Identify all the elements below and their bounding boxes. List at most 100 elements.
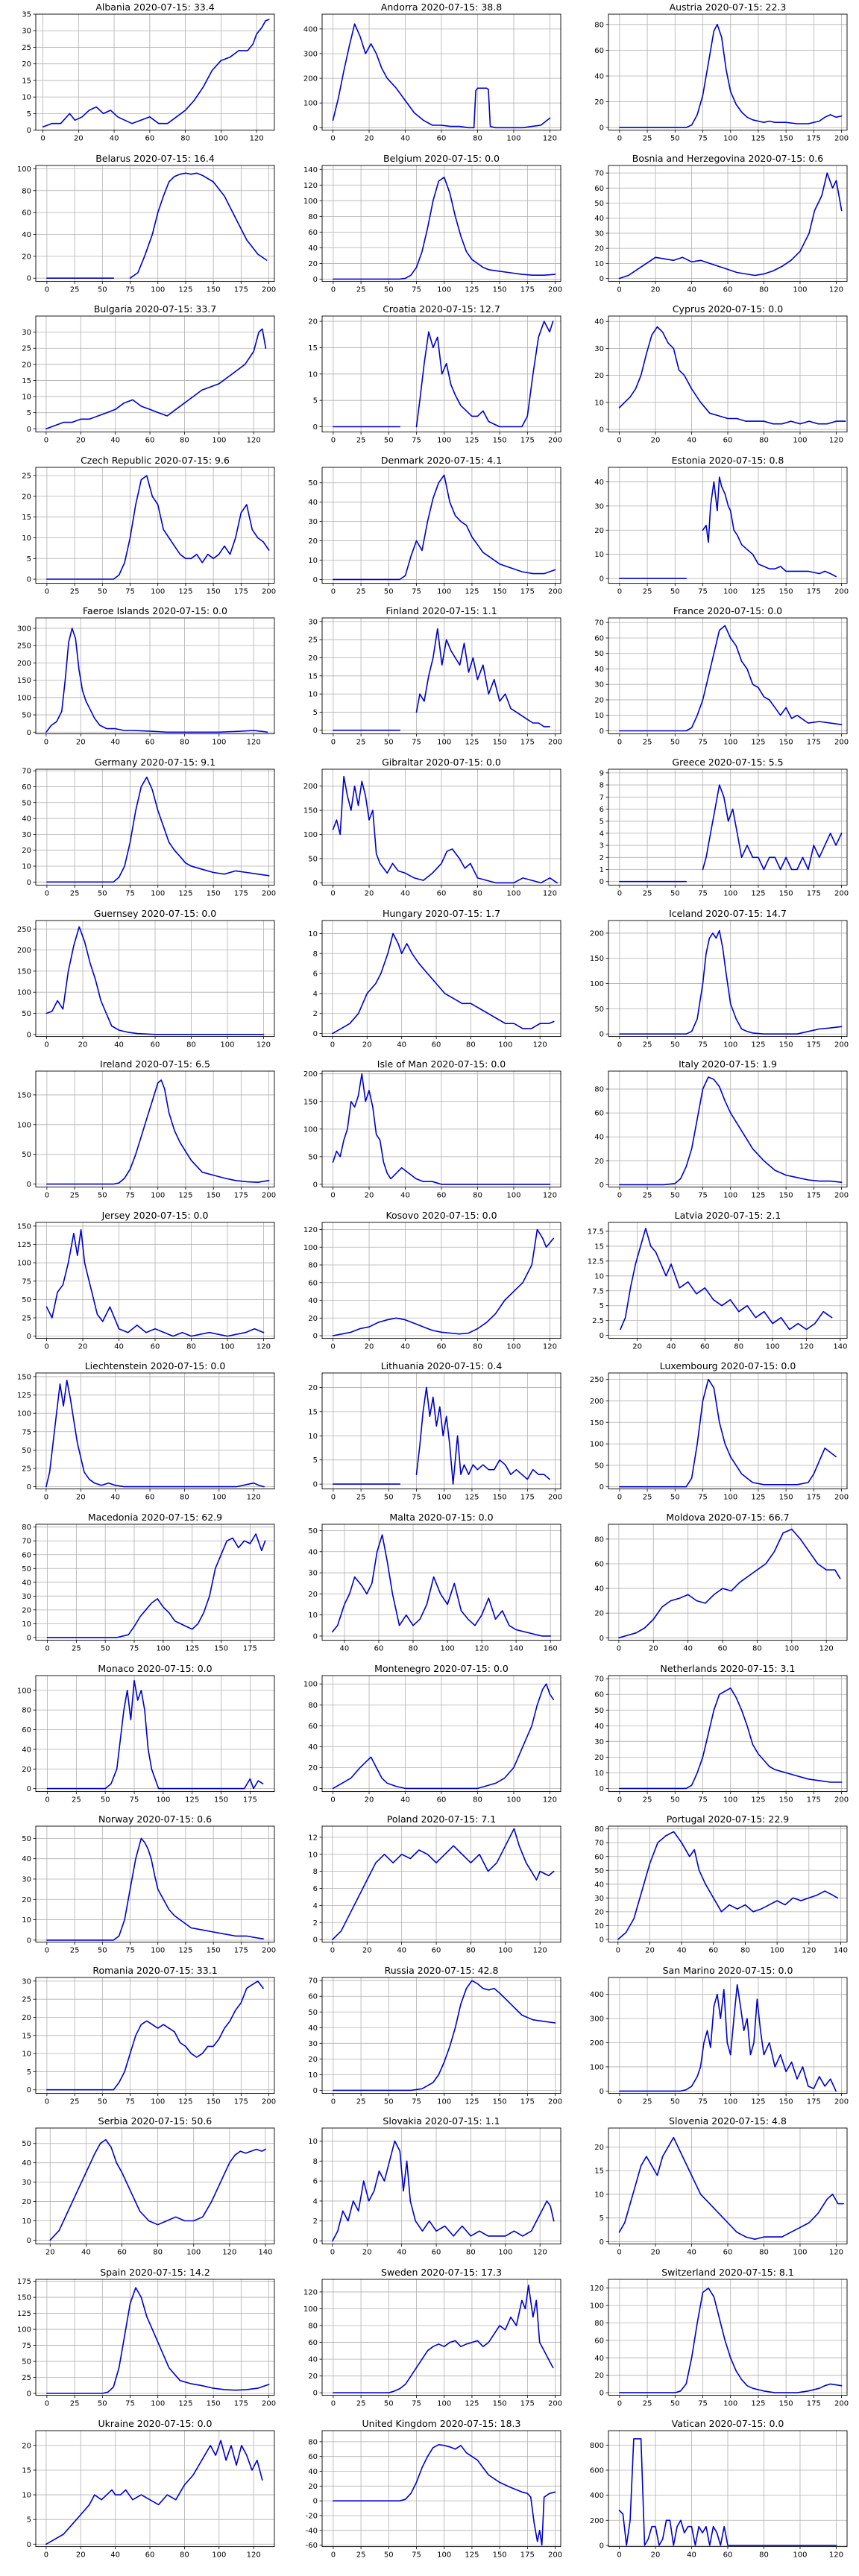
y-tick-label: 400 bbox=[590, 1991, 604, 1999]
chart-svg: 0 25 50 75 100 125 150 175 200 0 5 10 15 20 Lithuania … bbox=[308, 1360, 562, 1502]
y-tick-label: 150 bbox=[590, 955, 604, 963]
x-tick-label: 25 bbox=[643, 135, 652, 143]
plot-frame bbox=[608, 467, 848, 584]
series-line bbox=[620, 1227, 833, 1330]
series-line bbox=[46, 475, 270, 580]
chart-title: Bulgaria 2020-07-15: 33.7 bbox=[94, 303, 216, 315]
series-line bbox=[617, 1831, 839, 1940]
chart-panel: 0 20 40 60 80 100 120 0 50 100 150 200 Isle of Man 2… bbox=[286, 1057, 573, 1208]
x-tick-label: 200 bbox=[834, 1796, 849, 1804]
y-tick-label: 150 bbox=[17, 677, 31, 685]
y-tick-label: -40 bbox=[306, 2527, 318, 2535]
y-tick-label: 400 bbox=[590, 2492, 604, 2500]
y-tick-label: 5 bbox=[313, 1457, 318, 1465]
x-tick-label: 20 bbox=[76, 2551, 86, 2559]
chart-panel: 0 25 50 75 100 125 150 175 200 0 20 40 60 80 100 Belaru… bbox=[0, 151, 286, 303]
x-tick-label: 150 bbox=[207, 1192, 221, 1200]
y-tick-label: 70 bbox=[594, 1840, 604, 1848]
x-tick-label: 60 bbox=[145, 1494, 155, 1502]
x-tick-label: 0 bbox=[330, 135, 335, 143]
y-tick-label: 6 bbox=[313, 970, 318, 978]
y-tick-label: 5 bbox=[27, 2516, 31, 2524]
series-line bbox=[46, 2287, 270, 2394]
x-tick-label: 140 bbox=[833, 1342, 847, 1351]
y-tick-label: 100 bbox=[303, 1244, 318, 1252]
x-tick-label: 120 bbox=[543, 1192, 557, 1200]
x-tick-label: 50 bbox=[670, 1494, 680, 1502]
chart-panel: 0 25 50 75 100 125 150 175 200 0 5 10 15 20 25 30 Romani… bbox=[0, 1963, 286, 2115]
x-tick-label: 200 bbox=[834, 1041, 849, 1049]
x-tick-label: 125 bbox=[465, 587, 479, 596]
y-tick-label: 0 bbox=[600, 1030, 604, 1038]
x-tick-label: 40 bbox=[110, 135, 119, 143]
chart-svg: 0 20 40 60 80 100 120 0 2 4 6 8 10 Hungary 2020-07-15… bbox=[308, 908, 561, 1049]
series-line bbox=[331, 1534, 552, 1637]
y-tick-label: 15 bbox=[308, 344, 318, 353]
chart-title: Kosovo 2020-07-15: 0.0 bbox=[386, 1210, 497, 1221]
chart-panel: 0 25 50 75 100 125 150 175 200 0 5 10 15 20 25 Czech Re… bbox=[0, 453, 286, 604]
chart-title: Moldova 2020-07-15: 66.7 bbox=[666, 1512, 789, 1523]
chart-svg: 0 20 40 60 80 100 120 0 50 100 150 200 250 Guernsey 2… bbox=[17, 908, 275, 1049]
y-tick-label: 60 bbox=[594, 1110, 604, 1118]
x-tick-label: 0 bbox=[617, 2551, 621, 2559]
y-tick-label: 25 bbox=[22, 472, 31, 480]
chart-svg: 0 25 50 75 100 125 150 175 200 0 10 20 30 40 50 60 70 Rus… bbox=[308, 1965, 562, 2106]
chart-panel: 0 20 40 60 80 100 120 0 50 100 150 200 250 300 Faeroe … bbox=[0, 604, 286, 755]
chart-title: Croatia 2020-07-15: 12.7 bbox=[383, 303, 500, 315]
y-tick-label: 10 bbox=[594, 259, 604, 268]
chart-title: Hungary 2020-07-15: 1.7 bbox=[383, 908, 500, 919]
y-tick-label: 60 bbox=[594, 47, 604, 55]
chart-title: Latvia 2020-07-15: 2.1 bbox=[675, 1210, 781, 1221]
x-tick-label: 100 bbox=[186, 2249, 201, 2257]
y-tick-label: 0 bbox=[600, 1936, 604, 1945]
chart-panel: 0 20 40 60 80 100 120 0 50 100 150 200 250 Guernsey 2… bbox=[0, 906, 286, 1058]
y-tick-label: 0 bbox=[313, 1181, 318, 1190]
x-tick-label: 0 bbox=[330, 1192, 335, 1200]
y-tick-label: 70 bbox=[594, 619, 604, 628]
y-tick-label: 15 bbox=[22, 2466, 31, 2475]
x-tick-label: 40 bbox=[400, 1192, 410, 1200]
x-tick-label: 25 bbox=[356, 587, 366, 596]
y-tick-label: 10 bbox=[22, 534, 31, 543]
x-tick-label: 20 bbox=[365, 1192, 374, 1200]
x-tick-label: 175 bbox=[520, 437, 535, 445]
y-tick-label: 75 bbox=[22, 2342, 31, 2350]
y-tick-label: 50 bbox=[594, 1005, 604, 1013]
y-tick-label: 30 bbox=[308, 518, 318, 526]
x-tick-label: 150 bbox=[493, 587, 507, 596]
x-tick-label: 150 bbox=[779, 1041, 793, 1049]
x-tick-label: 100 bbox=[156, 1645, 170, 1653]
series-line bbox=[46, 1533, 266, 1638]
y-tick-label: 250 bbox=[17, 643, 31, 651]
y-tick-label: 10 bbox=[308, 370, 318, 379]
x-tick-label: 25 bbox=[643, 1192, 652, 1200]
chart-title: Belarus 2020-07-15: 16.4 bbox=[95, 153, 215, 164]
y-tick-label: 40 bbox=[594, 1722, 604, 1730]
y-tick-label: 20 bbox=[308, 2373, 318, 2381]
y-tick-label: 20 bbox=[594, 1753, 604, 1761]
chart-svg: 0 25 50 75 100 125 150 175 200 0 20 40 60 80 100 Belaru… bbox=[17, 153, 276, 294]
y-tick-label: 40 bbox=[594, 72, 604, 80]
x-tick-label: 100 bbox=[212, 739, 226, 747]
chart-svg: 0 25 50 75 100 125 150 175 200 0 10 20 30 40 50 Norway … bbox=[22, 1813, 276, 1955]
x-tick-label: 25 bbox=[70, 285, 80, 294]
x-tick-label: 100 bbox=[793, 2551, 807, 2559]
x-tick-label: 20 bbox=[649, 1645, 658, 1653]
x-tick-label: 0 bbox=[44, 437, 48, 445]
y-tick-label: 0 bbox=[313, 423, 318, 432]
y-tick-label: 70 bbox=[22, 768, 31, 776]
x-tick-label: 20 bbox=[651, 2551, 661, 2559]
y-tick-label: 2 bbox=[600, 854, 604, 862]
y-tick-label: 10 bbox=[308, 557, 318, 565]
chart-title: Norway 2020-07-15: 0.6 bbox=[98, 1813, 212, 1825]
x-tick-label: 20 bbox=[632, 1342, 642, 1351]
y-tick-label: 10 bbox=[594, 2191, 604, 2200]
series-line bbox=[333, 176, 556, 280]
y-tick-label: 10 bbox=[308, 1851, 318, 1859]
y-tick-label: 25 bbox=[308, 637, 318, 645]
y-tick-label: 5 bbox=[27, 409, 31, 417]
y-tick-label: 0 bbox=[27, 729, 31, 737]
x-tick-label: 100 bbox=[784, 1645, 799, 1653]
x-tick-label: 150 bbox=[779, 2097, 793, 2106]
y-tick-label: 0 bbox=[600, 2390, 604, 2398]
